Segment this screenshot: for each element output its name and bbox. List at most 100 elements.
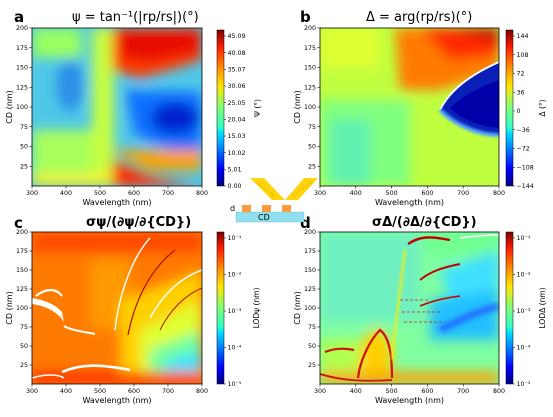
x-tick-label: 400 xyxy=(60,388,72,395)
colorbar-tick-label: −108 xyxy=(517,164,534,171)
x-tick-label: 500 xyxy=(94,388,106,395)
x-tick-label: 800 xyxy=(493,190,505,197)
y-tick-label: 150 xyxy=(16,267,28,274)
colorbar-tick-label: 0.00 xyxy=(228,183,242,190)
panel-a-title: ψ = tan⁻¹(|rp/rs|)(°) xyxy=(72,10,199,25)
panel-b-colorbar xyxy=(505,29,514,187)
y-tick-label: 25 xyxy=(20,362,28,369)
panel-b-axes: 300 400 500 600 700 800 25 50 75 100 125 150 175 200 W… xyxy=(293,25,505,207)
panel-c-axes: 300 400 500 600 700 800 25 50 75 100 125 150 175 200 W… xyxy=(5,229,208,405)
y-axis-label: CD (nm) xyxy=(293,90,302,123)
y-tick-label: 125 xyxy=(16,84,28,91)
y-tick-label: 75 xyxy=(20,124,28,131)
x-tick-label: 300 xyxy=(26,388,38,395)
colorbar-tick-label: 10⁻⁴ xyxy=(228,345,242,352)
x-axis-label: Wavelength (nm) xyxy=(82,198,151,207)
x-tick-label: 700 xyxy=(162,388,174,395)
colorbar-tick-label: 36 xyxy=(517,89,525,96)
y-tick-label: 50 xyxy=(20,343,28,350)
panel-c-colorbar xyxy=(216,231,225,385)
x-tick-label: 400 xyxy=(60,190,72,197)
colorbar-tick-label: −144 xyxy=(517,183,534,190)
colorbar-tick-label: 72 xyxy=(517,71,525,78)
colorbar-tick-label: 30.06 xyxy=(228,83,246,90)
colorbar-tick-label: 10⁻¹ xyxy=(517,235,531,242)
colorbar-tick-label: 10⁻³ xyxy=(228,308,242,315)
y-tick-label: 200 xyxy=(16,25,28,32)
y-tick-label: 100 xyxy=(304,305,316,312)
panel-c-title: σψ/(∂ψ/∂{CD}) xyxy=(86,215,191,230)
sample-schematic: d CD xyxy=(230,178,318,223)
panel-d-colorbar-label: LODΔ (nm) xyxy=(538,287,547,328)
panel-a-heatmap xyxy=(32,28,202,186)
panel-b-colorbar-label: Δ (°) xyxy=(538,99,547,116)
panel-a-colorbar xyxy=(216,29,225,187)
y-tick-label: 75 xyxy=(20,324,28,331)
colorbar-tick-label: −36 xyxy=(517,127,530,134)
colorbar-tick-label: 10⁻⁴ xyxy=(517,345,531,352)
panel-c-letter: c xyxy=(14,214,23,232)
panel-d-title: σΔ/(∂Δ/∂{CD}) xyxy=(372,215,477,230)
y-tick-label: 125 xyxy=(304,286,316,293)
y-tick-label: 100 xyxy=(16,305,28,312)
x-tick-label: 500 xyxy=(386,190,398,197)
colorbar-tick-label: 20.04 xyxy=(228,117,246,124)
panel-c-colorbar-ticks: 10⁻¹ 10⁻² 10⁻³ 10⁻⁴ 10⁻⁵ xyxy=(224,235,242,388)
y-tick-label: 150 xyxy=(304,65,316,72)
panel-a-letter: a xyxy=(14,8,24,26)
panel-b-title: Δ = arg(rp/rs)(°) xyxy=(366,10,472,25)
y-tick-label: 150 xyxy=(304,267,316,274)
colorbar-tick-label: 108 xyxy=(517,52,529,59)
x-tick-label: 700 xyxy=(457,388,469,395)
y-tick-label: 175 xyxy=(16,248,28,255)
schematic-cd-label: CD xyxy=(258,213,270,222)
colorbar-tick-label: 5.01 xyxy=(228,167,242,174)
y-tick-label: 200 xyxy=(16,229,28,236)
y-axis-label: CD (nm) xyxy=(5,291,14,324)
x-tick-label: 600 xyxy=(421,388,433,395)
colorbar-tick-label: 10⁻¹ xyxy=(228,235,242,242)
x-tick-label: 400 xyxy=(350,388,362,395)
x-tick-label: 300 xyxy=(314,190,326,197)
panel-d-heatmap xyxy=(320,232,499,384)
colorbar-tick-label: −72 xyxy=(517,146,530,153)
x-tick-label: 600 xyxy=(128,190,140,197)
x-tick-label: 300 xyxy=(26,190,38,197)
colorbar-tick-label: 45.09 xyxy=(228,33,246,40)
x-tick-label: 700 xyxy=(162,190,174,197)
x-axis-label: Wavelength (nm) xyxy=(82,396,151,405)
y-tick-label: 175 xyxy=(304,45,316,52)
y-tick-label: 25 xyxy=(308,163,316,170)
colorbar-tick-label: 25.05 xyxy=(228,100,246,107)
colorbar-tick-label: 10⁻⁵ xyxy=(517,381,531,388)
colorbar-tick-label: 10⁻² xyxy=(228,272,242,279)
y-tick-label: 175 xyxy=(16,45,28,52)
y-tick-label: 50 xyxy=(20,144,28,151)
x-tick-label: 300 xyxy=(314,388,326,395)
panel-c-colorbar-label: LODψ (nm) xyxy=(252,288,261,329)
panel-b-letter: b xyxy=(300,8,311,26)
panel-d-axes: 300 400 500 600 700 800 25 50 75 100 125 150 175 200 W… xyxy=(293,229,505,405)
x-tick-label: 600 xyxy=(128,388,140,395)
y-axis-label: CD (nm) xyxy=(293,291,302,324)
x-tick-label: 600 xyxy=(421,190,433,197)
panel-d-letter: d xyxy=(300,214,311,232)
panel-d-colorbar xyxy=(505,231,514,385)
colorbar-tick-label: 40.08 xyxy=(228,50,246,57)
y-tick-label: 125 xyxy=(16,286,28,293)
y-tick-label: 50 xyxy=(308,144,316,151)
colorbar-tick-label: 10⁻² xyxy=(517,272,531,279)
colorbar-tick-label: 10⁻³ xyxy=(517,308,531,315)
x-tick-label: 800 xyxy=(196,388,208,395)
panel-a-axes: 300 400 500 600 700 800 25 50 75 100 125 150 175 200 W… xyxy=(5,25,208,207)
colorbar-tick-label: 10⁻⁵ xyxy=(228,381,242,388)
y-tick-label: 50 xyxy=(308,343,316,350)
y-tick-label: 200 xyxy=(304,229,316,236)
x-axis-label: Wavelength (nm) xyxy=(375,396,444,405)
colorbar-tick-label: 35.07 xyxy=(228,67,246,74)
x-axis-label: Wavelength (nm) xyxy=(375,198,444,207)
panel-b-colorbar-ticks: 144 108 72 36 0 −36 −72 −108 −144 xyxy=(513,33,534,190)
y-tick-label: 100 xyxy=(304,104,316,111)
y-tick-label: 100 xyxy=(16,104,28,111)
